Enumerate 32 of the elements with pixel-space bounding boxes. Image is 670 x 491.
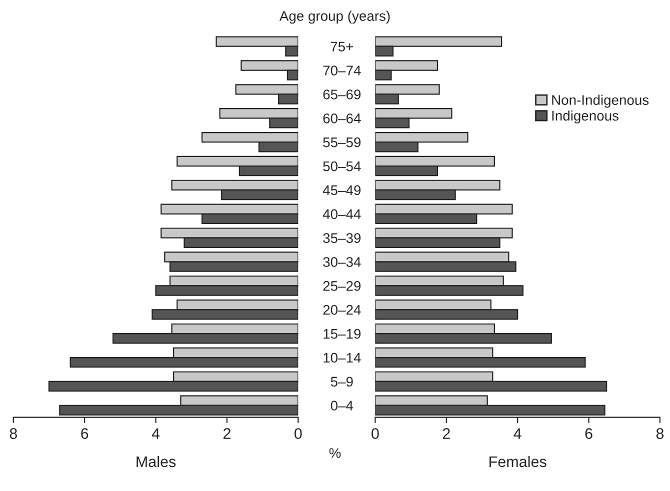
x-tick-label: 6 (585, 428, 592, 439)
y-tick-label: 10–14 (324, 352, 361, 363)
y-tick-label: 0–4 (330, 400, 354, 411)
y-tick-label: 15–19 (324, 328, 361, 339)
y-tick-label: 45–49 (322, 185, 361, 196)
y-tick-label: 25–29 (323, 281, 361, 291)
y-tick-label: 65–69 (323, 90, 361, 100)
text: % (329, 448, 341, 458)
y-tick-label: 50–54 (323, 161, 361, 172)
x-tick-label: 2 (223, 428, 230, 439)
x-tick-label: 8 (656, 428, 664, 439)
x-tick-label: 4 (514, 428, 522, 439)
x-tick-label: 4 (152, 428, 160, 439)
x-tick-label: 0 (294, 428, 302, 439)
text: Age group (years) (279, 10, 390, 24)
legend-label: Indigenous (552, 110, 619, 124)
y-tick-label: 70–74 (323, 66, 361, 76)
y-tick-label: 20–24 (323, 304, 361, 315)
y-tick-label: 40–44 (322, 209, 361, 220)
y-tick-label: 5–9 (330, 376, 353, 387)
x-tick-label: 2 (442, 428, 450, 439)
y-tick-label: 60–64 (323, 113, 361, 124)
x-tick-label: 8 (10, 428, 17, 439)
x-tick-label: 0 (372, 428, 379, 439)
y-tick-label: 35–39 (323, 233, 361, 243)
y-tick-label: 55–59 (323, 137, 361, 148)
x-axis-title: Females (490, 456, 546, 468)
legend-label: Non-Indigenous (552, 94, 649, 108)
y-tick-label: 75+ (330, 42, 353, 52)
y-tick-label: 30–34 (323, 257, 361, 267)
x-axis-title: Males (136, 456, 176, 468)
x-tick-label: 6 (81, 428, 88, 439)
